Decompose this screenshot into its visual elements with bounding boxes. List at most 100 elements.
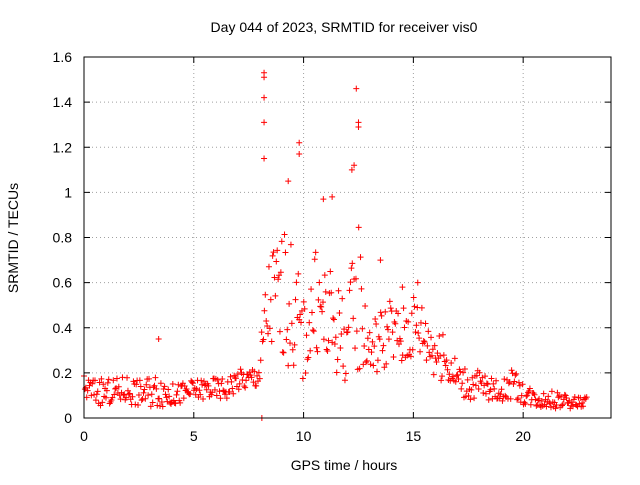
data-point <box>439 373 446 380</box>
y-tick-label: 0.6 <box>53 275 73 291</box>
data-point <box>353 85 360 92</box>
data-point <box>146 375 153 382</box>
data-point <box>515 379 522 386</box>
data-point <box>99 399 106 406</box>
x-axis-label: GPS time / hours <box>291 457 398 473</box>
data-point <box>345 324 352 331</box>
data-point <box>110 377 117 384</box>
x-tick-label: 20 <box>515 428 531 444</box>
data-point <box>91 377 98 384</box>
data-point <box>270 249 277 256</box>
data-point <box>467 396 474 403</box>
data-point <box>263 317 270 324</box>
data-point <box>434 350 441 357</box>
y-tick-label: 1.2 <box>53 139 73 155</box>
data-point <box>273 258 280 265</box>
data-point <box>350 315 357 322</box>
data-point <box>543 403 550 410</box>
data-point <box>367 361 374 368</box>
data-point <box>399 284 406 291</box>
data-point <box>347 279 354 286</box>
data-point <box>288 320 295 327</box>
data-point <box>325 337 332 344</box>
data-point <box>339 295 346 302</box>
data-point <box>102 394 109 401</box>
data-point <box>234 371 241 378</box>
data-point <box>321 272 328 279</box>
data-point <box>493 377 500 384</box>
data-point <box>297 311 304 318</box>
data-point <box>255 369 262 376</box>
data-point <box>265 330 272 337</box>
data-point <box>126 390 133 397</box>
data-point <box>298 319 305 326</box>
data-point <box>444 366 451 373</box>
data-point <box>580 403 587 410</box>
data-point <box>133 381 140 388</box>
data-point <box>262 291 269 298</box>
data-point <box>261 155 268 162</box>
data-point <box>157 402 163 409</box>
data-point <box>228 378 235 385</box>
data-point <box>553 402 560 409</box>
data-point <box>142 395 149 402</box>
data-point <box>199 381 206 388</box>
data-point <box>137 383 144 390</box>
data-point <box>383 360 390 367</box>
data-point <box>196 387 203 394</box>
data-point <box>423 357 430 364</box>
data-point <box>309 327 316 334</box>
data-point <box>172 400 179 407</box>
data-point <box>296 151 303 158</box>
data-point <box>482 373 489 380</box>
data-point <box>563 395 570 402</box>
data-point <box>149 399 156 406</box>
data-point <box>540 390 547 397</box>
data-point <box>266 325 273 332</box>
data-point <box>373 321 380 328</box>
data-point <box>369 338 376 345</box>
data-point <box>187 391 194 398</box>
data-point <box>538 397 545 404</box>
data-point <box>331 340 338 347</box>
data-point <box>227 373 234 380</box>
data-point <box>235 386 242 393</box>
data-point <box>412 329 419 336</box>
y-tick-label: 1.4 <box>53 94 73 110</box>
data-point <box>237 366 244 373</box>
data-point <box>554 389 561 396</box>
data-point <box>91 391 98 398</box>
data-point <box>457 368 464 375</box>
data-point <box>320 196 327 203</box>
data-point <box>93 391 100 398</box>
data-point <box>374 357 381 364</box>
data-point <box>448 359 455 366</box>
data-point <box>303 332 310 339</box>
data-point <box>189 379 196 386</box>
data-point <box>387 305 394 312</box>
y-tick-label: 1.6 <box>53 49 73 65</box>
data-point <box>138 397 145 404</box>
data-point <box>484 381 491 388</box>
data-point <box>532 396 539 403</box>
data-point <box>443 357 450 364</box>
data-point <box>395 341 402 348</box>
data-point <box>491 385 498 392</box>
data-point <box>135 391 142 398</box>
data-point <box>401 324 408 331</box>
data-point <box>305 354 312 361</box>
data-point <box>363 359 370 366</box>
data-point <box>364 335 371 342</box>
data-point <box>485 396 492 403</box>
data-point <box>380 342 387 349</box>
y-axis-label: SRMTID / TECUs <box>5 183 21 293</box>
data-point <box>293 279 300 286</box>
data-point <box>248 374 255 381</box>
data-point <box>113 385 120 392</box>
data-point <box>348 166 355 173</box>
data-point <box>217 395 224 402</box>
y-tick-label: 1 <box>64 184 72 200</box>
data-point <box>461 366 468 373</box>
y-tick-label: 0.4 <box>53 320 73 336</box>
data-point <box>519 381 526 388</box>
